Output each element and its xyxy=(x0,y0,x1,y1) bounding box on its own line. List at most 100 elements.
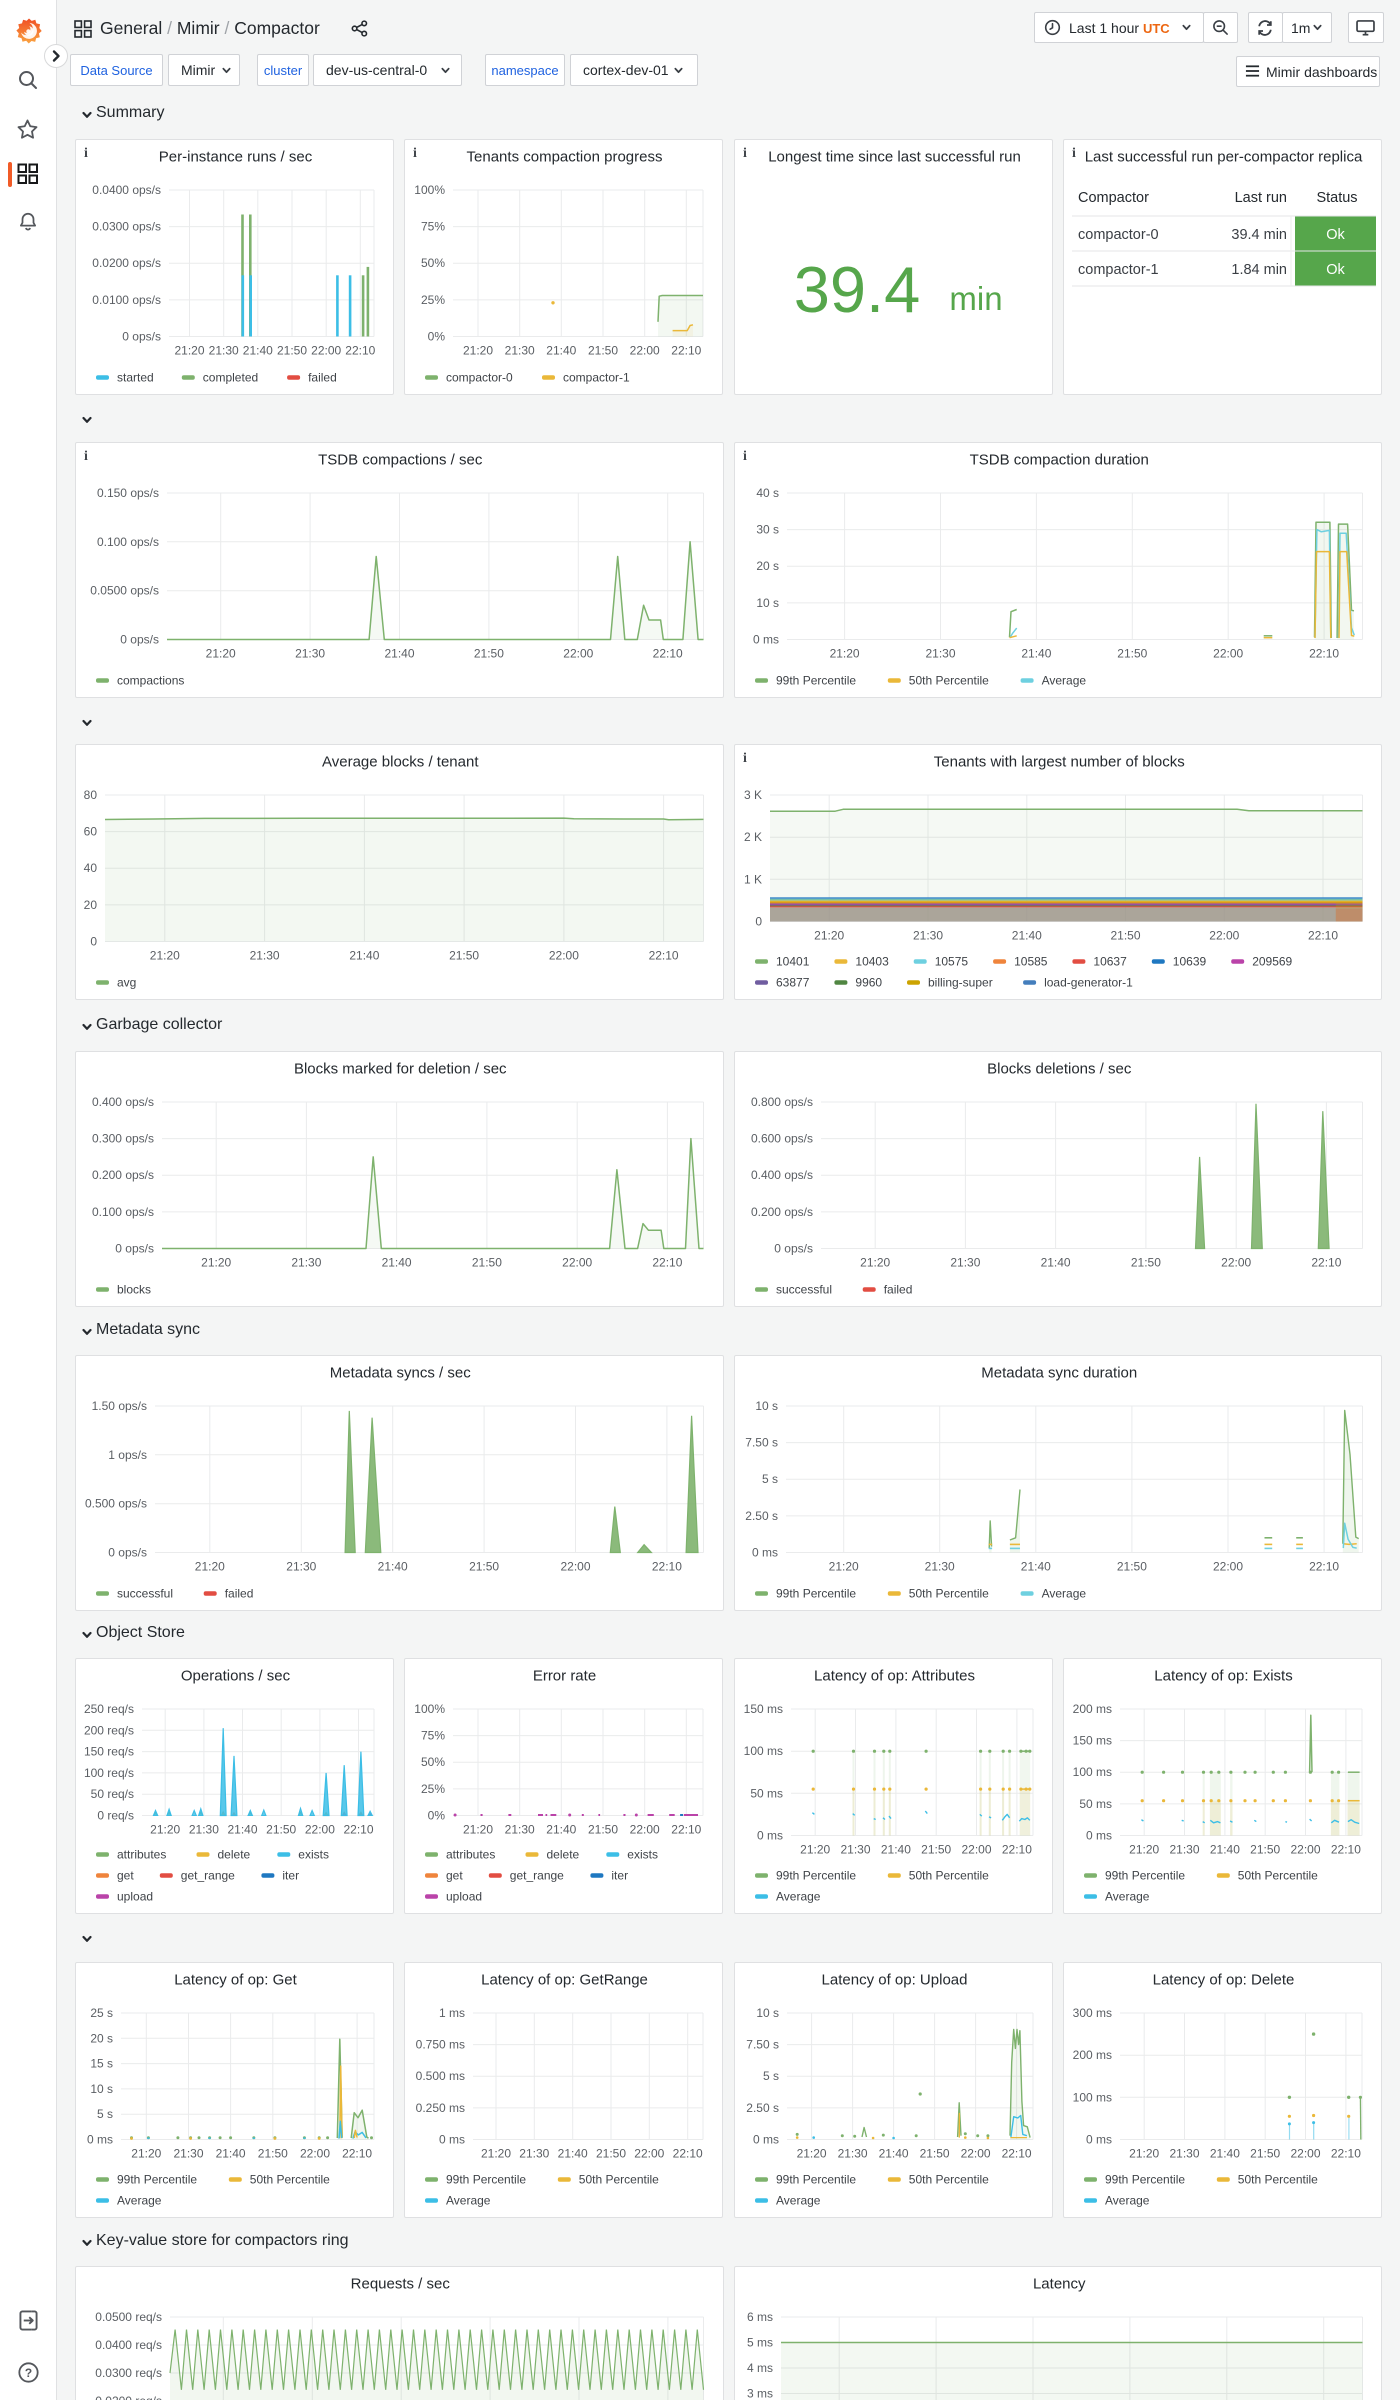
svg-text:22:00: 22:00 xyxy=(960,2146,990,2160)
svg-text:100 ms: 100 ms xyxy=(1073,1765,1112,1779)
svg-text:100%: 100% xyxy=(415,183,446,197)
svg-text:200 req/s: 200 req/s xyxy=(84,1723,134,1737)
svg-text:Tenants with largest number of: Tenants with largest number of blocks xyxy=(933,753,1184,770)
svg-text:21:40: 21:40 xyxy=(1020,1560,1050,1574)
svg-text:21:30: 21:30 xyxy=(837,2146,867,2160)
svg-text:0.0500 req/s: 0.0500 req/s xyxy=(95,2310,162,2324)
svg-text:21:30: 21:30 xyxy=(840,1843,870,1857)
svg-text:21:20: 21:20 xyxy=(150,1823,180,1837)
svg-text:Ok: Ok xyxy=(1326,227,1345,243)
svg-text:Average: Average xyxy=(1041,674,1086,688)
svg-text:50th Percentile: 50th Percentile xyxy=(1238,2172,1318,2186)
svg-text:21:30: 21:30 xyxy=(295,647,325,661)
svg-text:get_range: get_range xyxy=(181,1869,235,1883)
svg-text:21:50: 21:50 xyxy=(1110,928,1140,942)
svg-text:200 ms: 200 ms xyxy=(1073,2048,1112,2062)
svg-text:i: i xyxy=(84,146,88,161)
svg-text:5 ms: 5 ms xyxy=(746,2335,772,2349)
svg-text:i: i xyxy=(743,449,747,464)
svg-text:attributes: attributes xyxy=(117,1848,166,1862)
svg-text:Latency of op: Upload: Latency of op: Upload xyxy=(821,1971,967,1988)
svg-text:15 s: 15 s xyxy=(90,2056,113,2070)
svg-text:21:20: 21:20 xyxy=(131,2146,161,2160)
svg-text:0%: 0% xyxy=(428,329,446,343)
svg-text:22:00: 22:00 xyxy=(961,1843,991,1857)
svg-text:0 ms: 0 ms xyxy=(1086,2132,1112,2146)
svg-text:22:00: 22:00 xyxy=(311,343,341,357)
svg-text:10585: 10585 xyxy=(1014,954,1048,968)
svg-text:50th Percentile: 50th Percentile xyxy=(250,2172,330,2186)
svg-text:Error rate: Error rate xyxy=(533,1668,596,1685)
svg-text:0.0300 ops/s: 0.0300 ops/s xyxy=(92,219,161,233)
svg-text:22:10: 22:10 xyxy=(345,343,375,357)
svg-text:blocks: blocks xyxy=(117,1282,151,1296)
svg-text:50 ms: 50 ms xyxy=(1079,1797,1112,1811)
svg-text:failed: failed xyxy=(308,370,337,384)
svg-text:0.500 ms: 0.500 ms xyxy=(416,2069,465,2083)
svg-text:22:00: 22:00 xyxy=(635,2146,665,2160)
svg-text:21:30: 21:30 xyxy=(209,343,239,357)
svg-text:21:20: 21:20 xyxy=(206,647,236,661)
svg-text:Metadata syncs / sec: Metadata syncs / sec xyxy=(330,1365,471,1382)
svg-text:Average: Average xyxy=(446,2193,491,2207)
svg-text:75%: 75% xyxy=(421,219,445,233)
svg-text:21:20: 21:20 xyxy=(860,1255,890,1269)
svg-text:75%: 75% xyxy=(421,1729,445,1743)
svg-text:9960: 9960 xyxy=(855,975,882,989)
svg-text:iter: iter xyxy=(612,1869,629,1883)
svg-text:22:10: 22:10 xyxy=(1331,1843,1361,1857)
svg-text:150 ms: 150 ms xyxy=(1073,1734,1112,1748)
svg-text:0.400 ops/s: 0.400 ops/s xyxy=(92,1095,154,1109)
svg-text:25%: 25% xyxy=(421,292,445,306)
svg-text:0.250 ms: 0.250 ms xyxy=(416,2100,465,2114)
svg-text:0 ms: 0 ms xyxy=(1086,1829,1112,1843)
svg-text:21:50: 21:50 xyxy=(596,2146,626,2160)
svg-text:21:30: 21:30 xyxy=(291,1255,321,1269)
svg-text:0.0400 req/s: 0.0400 req/s xyxy=(95,2338,162,2352)
svg-text:10401: 10401 xyxy=(776,954,810,968)
svg-text:40: 40 xyxy=(84,861,98,875)
svg-text:22:00: 22:00 xyxy=(305,1823,335,1837)
svg-text:21:40: 21:40 xyxy=(384,647,414,661)
svg-text:22:00: 22:00 xyxy=(630,1823,660,1837)
svg-text:21:30: 21:30 xyxy=(950,1255,980,1269)
svg-text:completed: completed xyxy=(203,370,258,384)
svg-text:22:10: 22:10 xyxy=(1331,2146,1361,2160)
svg-text:failed: failed xyxy=(883,1282,912,1296)
svg-text:get_range: get_range xyxy=(510,1869,564,1883)
svg-text:Blocks marked for deletion / s: Blocks marked for deletion / sec xyxy=(294,1060,507,1077)
svg-text:22:10: 22:10 xyxy=(649,948,679,962)
svg-text:21:50: 21:50 xyxy=(472,1255,502,1269)
svg-text:0 ops/s: 0 ops/s xyxy=(108,1546,147,1560)
svg-text:6 ms: 6 ms xyxy=(746,2310,772,2324)
svg-text:TSDB compaction duration: TSDB compaction duration xyxy=(969,452,1148,469)
svg-text:21:40: 21:40 xyxy=(1040,1255,1070,1269)
svg-text:22:00: 22:00 xyxy=(630,343,660,357)
svg-text:21:30: 21:30 xyxy=(520,2146,550,2160)
svg-text:0 ms: 0 ms xyxy=(87,2132,113,2146)
svg-text:i: i xyxy=(1072,146,1076,161)
svg-text:0: 0 xyxy=(755,914,762,928)
svg-text:21:20: 21:20 xyxy=(1129,2146,1159,2160)
svg-text:Latency of op: GetRange: Latency of op: GetRange xyxy=(481,1971,648,1988)
svg-text:7.50 s: 7.50 s xyxy=(746,2037,779,2051)
svg-text:99th Percentile: 99th Percentile xyxy=(776,674,856,688)
svg-text:21:30: 21:30 xyxy=(912,928,942,942)
svg-text:0.0400 ops/s: 0.0400 ops/s xyxy=(92,183,161,197)
svg-text:successful: successful xyxy=(776,1282,832,1296)
svg-text:Last run: Last run xyxy=(1235,190,1287,206)
svg-text:22:10: 22:10 xyxy=(1309,1560,1339,1574)
svg-text:21:20: 21:20 xyxy=(201,1255,231,1269)
svg-text:1 ops/s: 1 ops/s xyxy=(108,1448,147,1462)
svg-text:0.800 ops/s: 0.800 ops/s xyxy=(750,1095,812,1109)
svg-text:209569: 209569 xyxy=(1252,954,1292,968)
svg-text:Average: Average xyxy=(1105,2193,1150,2207)
svg-text:0 ms: 0 ms xyxy=(756,1829,782,1843)
svg-text:21:40: 21:40 xyxy=(1021,647,1051,661)
svg-text:100 ms: 100 ms xyxy=(1073,2090,1112,2104)
svg-text:10403: 10403 xyxy=(855,954,889,968)
svg-text:21:50: 21:50 xyxy=(1250,2146,1280,2160)
svg-text:3 ms: 3 ms xyxy=(746,2386,772,2400)
svg-text:10 s: 10 s xyxy=(756,596,779,610)
svg-text:0.0300 req/s: 0.0300 req/s xyxy=(95,2366,162,2380)
